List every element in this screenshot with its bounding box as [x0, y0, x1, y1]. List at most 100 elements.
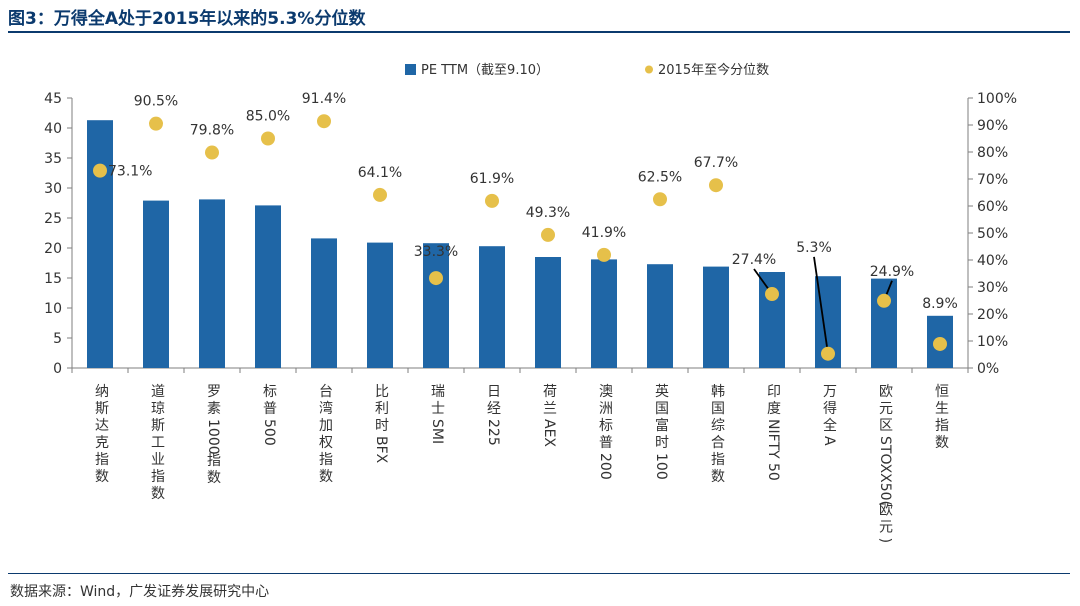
category-glyph: SMI	[429, 419, 445, 444]
category-glyph: 国	[655, 401, 669, 417]
figure-title: 图3：万得全A处于2015年以来的5.3%分位数	[8, 9, 366, 29]
category-glyph: 指	[319, 452, 333, 468]
category-glyph: STOXX50(	[877, 436, 893, 506]
percentile-label: 8.9%	[922, 296, 958, 312]
source-note: 数据来源：Wind，广发证券发展研究中心	[10, 584, 270, 600]
legend: PE TTM（截至9.10） 2015年至今分位数	[405, 62, 769, 78]
percentile-label: 33.3%	[414, 244, 458, 260]
category-glyph: 合	[711, 435, 725, 451]
right-tick-label: 100%	[977, 91, 1017, 107]
category-label: 瑞士 SMI	[429, 384, 445, 444]
category-glyph: 台	[319, 384, 333, 400]
category-glyph: 利	[375, 401, 389, 417]
category-glyph: 指	[711, 452, 725, 468]
category-glyph: NIFTY 50	[765, 419, 781, 481]
pe-bar	[87, 120, 113, 368]
category-glyph: BFX	[373, 436, 389, 464]
right-tick-label: 50%	[977, 226, 1008, 242]
axes: 0 5 10 15 20 25 30 35 40 45 0% 10% 20% 30% 40% 50% 60% 70…	[44, 91, 1017, 377]
percentile-label: 5.3%	[796, 240, 832, 256]
category-glyph: 数	[711, 469, 725, 485]
category-glyph: 业	[151, 452, 165, 468]
category-glyph: 1000	[205, 419, 221, 455]
category-glyph: 区	[879, 418, 893, 434]
category-glyph: 数	[151, 486, 165, 502]
category-glyph: 素	[207, 401, 221, 417]
left-tick-label: 30	[44, 181, 62, 197]
percentile-dot	[597, 247, 611, 262]
category-label: 日经 225	[485, 384, 501, 446]
category-glyph: 富	[655, 417, 669, 434]
left-tick-label: 25	[44, 211, 62, 227]
category-glyph: 国	[711, 401, 725, 417]
percentile-label: 27.4%	[732, 252, 776, 268]
category-glyph: AEX	[541, 419, 557, 447]
source-rule	[8, 573, 1070, 574]
pe-bar	[759, 272, 785, 368]
percentile-dot	[373, 187, 387, 202]
category-glyph: 日	[487, 384, 501, 400]
percentile-label: 73.1%	[108, 164, 152, 180]
right-tick-label: 60%	[977, 199, 1008, 215]
percentile-dot	[485, 193, 499, 208]
category-label: 标普 500	[261, 384, 277, 446]
right-tick-label: 20%	[977, 307, 1008, 323]
pe-bar	[367, 242, 393, 368]
category-glyph: 标	[263, 384, 277, 400]
category-glyph: 度	[767, 401, 781, 417]
percentile-label: 49.3%	[526, 205, 570, 221]
pe-bar	[479, 246, 505, 368]
category-glyph: 普	[599, 435, 613, 451]
category-label: 印度 NIFTY 50	[765, 384, 781, 481]
category-glyph: 欧	[879, 503, 893, 519]
percentile-label: 79.8%	[190, 123, 234, 139]
category-glyph: 数	[319, 469, 333, 485]
pe-bar	[255, 205, 281, 368]
category-glyph: 恒	[935, 384, 949, 400]
category-label: 万得全A	[821, 384, 837, 446]
category-glyph: 225	[485, 419, 501, 446]
left-tick-label: 5	[53, 331, 62, 347]
category-glyph: 普	[263, 401, 277, 417]
category-glyph: 湾	[319, 400, 333, 417]
percentile-label: 90.5%	[134, 94, 178, 110]
bars	[87, 120, 953, 368]
category-glyph: 欧	[879, 384, 893, 400]
right-tick-label: 40%	[977, 253, 1008, 269]
category-glyph: 士	[431, 401, 445, 417]
category-glyph: 瑞	[431, 384, 445, 400]
category-glyph: 英	[655, 383, 669, 400]
left-tick-label: 45	[44, 91, 62, 107]
percentile-dot	[877, 293, 891, 308]
left-tick-label: 35	[44, 151, 62, 167]
pe-bar	[535, 257, 561, 368]
category-glyph: 权	[319, 435, 333, 451]
percentile-dot	[429, 271, 443, 286]
right-tick-label: 30%	[977, 280, 1008, 296]
percentile-label: 62.5%	[638, 169, 682, 185]
category-glyph: 澳	[599, 384, 613, 400]
percentile-dot	[765, 287, 779, 302]
dot-labels: 73.1% 90.5% 79.8% 85.0% 91.4% 64.1% 33.3% 61.9%…	[108, 91, 958, 312]
category-glyph: 数	[935, 435, 949, 451]
legend-bar-swatch	[405, 64, 416, 75]
category-glyph: 数	[207, 470, 221, 486]
category-glyph: 生	[935, 401, 949, 417]
category-glyph: 指	[207, 453, 221, 469]
category-glyph: 工	[151, 435, 165, 451]
category-glyph: 克	[95, 435, 109, 451]
legend-bar-label: PE TTM（截至9.10）	[421, 63, 549, 78]
category-glyph: 时	[655, 435, 669, 451]
category-glyph: 标	[599, 418, 613, 434]
right-tick-label: 0%	[977, 361, 999, 377]
pe-bar	[199, 199, 225, 368]
percentile-dot	[653, 192, 667, 207]
pe-bar	[143, 200, 169, 368]
category-glyph: 洲	[599, 401, 613, 417]
